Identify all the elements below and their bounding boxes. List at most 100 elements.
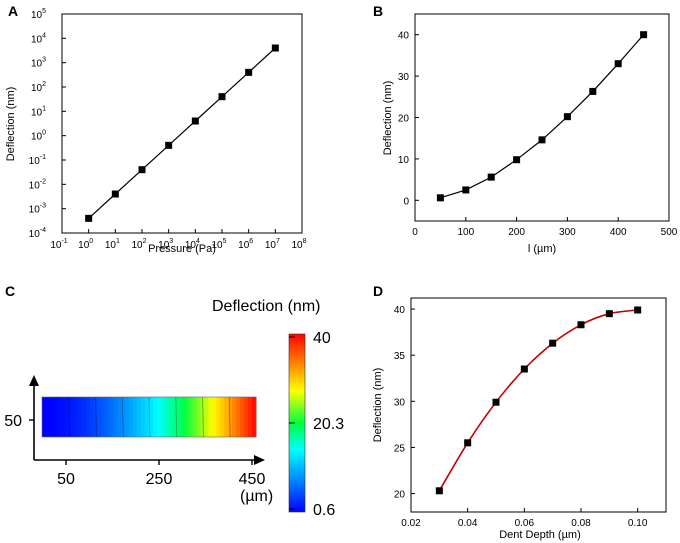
panel-d-x-tick-label: 0.02 (401, 518, 421, 529)
strip-cell (93, 397, 98, 437)
strip-cell (73, 397, 79, 437)
strip-cell (228, 397, 233, 437)
strip-cell (42, 397, 47, 437)
panel-b-x-tick-label: 400 (610, 227, 627, 238)
panel-d-x-axis-label: Dent Depth (µm) (499, 529, 581, 541)
panel-b-y-tick-label: 30 (398, 72, 410, 83)
panel-b-x-tick-label: 200 (508, 227, 525, 238)
panel-label-c: C (5, 283, 15, 299)
panel-b-data-point (589, 87, 597, 95)
panel-b-x-tick-label: 100 (457, 227, 474, 238)
panel-label-d: D (373, 283, 383, 299)
panel-b-data-point (436, 194, 444, 202)
panel-b-y-tick-label: 40 (398, 31, 410, 42)
panel-d-data-point (549, 339, 557, 347)
strip-cell (192, 397, 198, 437)
panel-d-data-point (605, 310, 613, 318)
strip-cell (85, 397, 91, 437)
panel-a-data-point (245, 68, 253, 76)
strip-cell (220, 397, 225, 437)
strip-cell (53, 397, 59, 437)
panel-a-y-tick-label: 104 (31, 32, 46, 45)
strip-border (41, 396, 257, 438)
strip-cell (252, 397, 257, 437)
strip-cell (172, 397, 178, 437)
panel-d-y-tick-label: 25 (394, 443, 406, 454)
panel-d-data-point (634, 306, 642, 314)
panel-d-y-axis-label: Deflection (nm) (372, 368, 384, 443)
strip-cell (200, 397, 205, 437)
strip-cell (180, 397, 186, 437)
panel-b-x-tick-label: 0 (412, 227, 418, 238)
panel-a-data-point (191, 117, 199, 125)
strip-cell (168, 397, 174, 437)
strip-cell (156, 397, 162, 437)
strip-cell (121, 397, 126, 437)
panel-b-chart: 0 100 200 300 400 500 0 10 20 30 40 l (µm) Deflect… (382, 13, 678, 255)
panel-d-y-tick-label: 30 (394, 397, 406, 408)
panel-a-y-tick-label: 100 (31, 130, 46, 143)
colorbar-mid-label: 20.3 (313, 416, 344, 433)
panel-d-x-tick-label: 0.08 (571, 518, 591, 529)
strip-cell (152, 397, 158, 437)
panel-d-y-tick-label: 40 (394, 305, 406, 316)
strip-cell (232, 397, 237, 437)
strip-cell (248, 397, 253, 437)
panel-d-data-point (435, 487, 443, 495)
strip-cell (160, 397, 166, 437)
panel-a-chart: 10-1 100 101 102 103 104 105 106 107 108 10-4 10-3 1… (5, 8, 307, 255)
panel-b-data-point (513, 156, 521, 164)
contour-line (121, 396, 124, 438)
panel-a-x-tick-label: 106 (238, 238, 253, 251)
strip-cell (49, 397, 55, 437)
panel-d-frame (410, 297, 667, 513)
panel-a-y-tick-label: 103 (31, 57, 46, 70)
contour-line (95, 396, 97, 438)
panel-b-frame (414, 13, 670, 222)
panel-b-x-tick-label: 500 (661, 227, 678, 238)
panel-a-y-tick-label: 10-4 (29, 227, 46, 240)
panel-c-x-tick-label: 50 (57, 471, 75, 488)
panel-d-series-line (438, 309, 638, 492)
strip-cell (77, 397, 83, 437)
deflection-strip (42, 397, 257, 437)
panel-a-y-axis-label: Deflection (nm) (5, 87, 17, 162)
panel-a-x-tick-label: 101 (105, 238, 120, 251)
panel-b-data-point (614, 60, 622, 68)
panel-b-y-axis-label: Deflection (nm) (382, 81, 394, 156)
strip-cell (196, 397, 202, 437)
panel-b-y-tick-label: 20 (398, 114, 410, 125)
colorbar-min-label: 0.6 (313, 502, 335, 519)
panel-a-data-point (165, 141, 173, 149)
panel-a-frame (61, 13, 303, 234)
panel-d-x-tick-label: 0.10 (628, 518, 648, 529)
strip-cell (145, 397, 150, 437)
y-axis-arrowhead (29, 375, 39, 386)
panel-a-series-line (88, 47, 276, 219)
strip-cell (61, 397, 67, 437)
panel-a-y-tick-label: 105 (31, 8, 46, 21)
panel-d-x-tick-label: 0.04 (458, 518, 478, 529)
strip-cell (224, 397, 229, 437)
panel-b-series-line (440, 34, 645, 199)
panel-a-y-tick-label: 102 (31, 81, 46, 94)
panel-b-data-point (563, 113, 571, 121)
contour-line (228, 396, 231, 438)
strip-cell (105, 397, 110, 437)
panel-b-data-point (538, 136, 546, 144)
contour-line (68, 396, 71, 438)
strip-cell (236, 397, 241, 437)
panel-a-data-point (218, 93, 226, 101)
panel-a-y-tick-label: 10-3 (29, 203, 46, 216)
panel-label-a: A (8, 3, 18, 19)
strip-cell (113, 397, 118, 437)
strip-cell (204, 397, 209, 437)
strip-cell (164, 397, 170, 437)
strip-cell (69, 397, 75, 437)
panel-d-chart: 0.02 0.04 0.06 0.08 0.10 20 25 30 35 40 Dent Dept… (372, 297, 667, 541)
strip-cell (57, 397, 63, 437)
panel-b-data-point (462, 186, 470, 194)
strip-cell (97, 397, 102, 437)
strip-cell (65, 397, 71, 437)
panel-a-data-point (85, 214, 93, 222)
